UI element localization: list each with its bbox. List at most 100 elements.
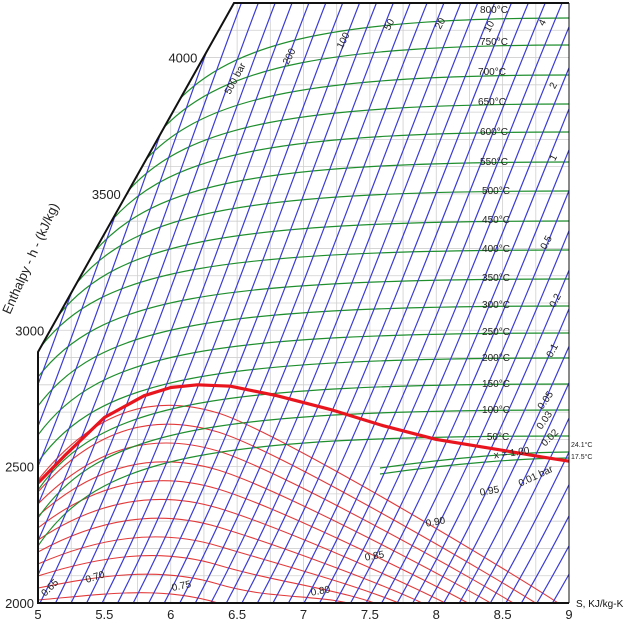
y-tick-label: 2500 bbox=[5, 460, 34, 475]
temperature-label: 150°C bbox=[482, 379, 510, 390]
quality-line bbox=[38, 536, 417, 603]
temperature-label: 750°C bbox=[480, 37, 508, 48]
y-tick-label: 2000 bbox=[5, 596, 34, 611]
frame-border bbox=[37, 2, 569, 604]
isobar-line bbox=[266, 3, 534, 603]
quality-line bbox=[38, 461, 505, 603]
temperature-label: 350°C bbox=[482, 273, 510, 284]
saturation-line bbox=[38, 383, 569, 485]
quality-line bbox=[38, 423, 549, 603]
y-tick-label: 4000 bbox=[168, 51, 197, 66]
temperature-label: 400°C bbox=[482, 244, 510, 255]
x-tick-label: 8 bbox=[433, 607, 440, 622]
pressure-label: 50 bbox=[382, 17, 397, 32]
isobar-line bbox=[359, 3, 569, 603]
temperature-label: 650°C bbox=[478, 97, 506, 108]
isotherm-line bbox=[111, 131, 569, 221]
temperature-label: 300°C bbox=[482, 300, 510, 311]
quality-label: 0.80 bbox=[310, 584, 332, 598]
isobar-line bbox=[65, 3, 314, 603]
isobar-line bbox=[189, 3, 449, 603]
isotherm-line bbox=[379, 451, 569, 469]
quality-line bbox=[38, 498, 461, 603]
isotherm-line bbox=[58, 220, 569, 316]
isotherm-line bbox=[180, 17, 569, 99]
isobar-line bbox=[173, 3, 432, 603]
pressure-label: 4 bbox=[537, 17, 550, 27]
isobar-line bbox=[142, 3, 398, 603]
x-tick-label: 5.5 bbox=[95, 607, 113, 622]
quality-label: 0.95 bbox=[479, 484, 501, 498]
x-tick-label: 9 bbox=[565, 607, 572, 622]
temperature-label: 100°C bbox=[482, 405, 510, 416]
isobar-line bbox=[313, 3, 569, 603]
isobar-line bbox=[282, 3, 550, 603]
quality-line bbox=[38, 573, 373, 603]
x-tick-label: 5 bbox=[34, 607, 41, 622]
isobar-line bbox=[437, 3, 569, 603]
isobar-line bbox=[390, 3, 569, 603]
quality-label: 0.90 bbox=[425, 515, 447, 529]
temperature-label: 50°C bbox=[487, 432, 509, 443]
isobar-line bbox=[49, 3, 297, 603]
isobar-line bbox=[483, 3, 569, 603]
pressure-label: 1 bbox=[548, 152, 561, 162]
isotherm-line bbox=[38, 278, 569, 378]
isobar-line bbox=[204, 3, 466, 603]
isobar-line bbox=[38, 3, 263, 603]
temperature-label: 450°C bbox=[482, 215, 510, 226]
isotherm-line bbox=[76, 190, 569, 284]
x-tick-label: 7.5 bbox=[361, 607, 379, 622]
quality-line bbox=[38, 517, 439, 603]
isobar-line bbox=[375, 3, 569, 603]
isotherm-line bbox=[93, 161, 569, 253]
series-label: x = 1.00 bbox=[493, 446, 530, 462]
temperature-label: 250°C bbox=[482, 327, 510, 338]
quality-line bbox=[38, 442, 527, 603]
pressure-label: 2 bbox=[548, 80, 561, 90]
isobar-line bbox=[514, 3, 569, 603]
isobar-line bbox=[220, 3, 483, 603]
isobar-line bbox=[344, 3, 569, 603]
quality-label: 0.85 bbox=[364, 549, 386, 563]
x-tick-label: 6 bbox=[167, 607, 174, 622]
temperature-label: 600°C bbox=[480, 127, 508, 138]
y-tick-label: 3000 bbox=[15, 323, 44, 338]
y-tick-label: 3500 bbox=[92, 187, 121, 202]
isotherm-line bbox=[145, 74, 569, 160]
isotherm-line bbox=[38, 383, 569, 491]
isobar-line bbox=[111, 3, 365, 603]
isobar-line bbox=[38, 3, 229, 603]
isobar-line bbox=[328, 3, 569, 603]
isobar-line bbox=[499, 3, 569, 603]
temperature-label: 700°C bbox=[478, 67, 506, 78]
quality-line bbox=[38, 404, 569, 603]
isobar-line bbox=[96, 3, 348, 603]
x-axis-title: S, KJ/kg-K bbox=[576, 599, 624, 610]
x-tick-label: 7 bbox=[300, 607, 307, 622]
side-temperature-label: 17.5°C bbox=[571, 453, 592, 461]
temperature-label: 500°C bbox=[482, 186, 510, 197]
chart-frame bbox=[37, 2, 570, 604]
isobar-line bbox=[251, 3, 517, 603]
pressure-label: 10 bbox=[482, 19, 497, 34]
isobar-line bbox=[297, 3, 567, 603]
isotherm-line bbox=[38, 332, 569, 436]
isobar-line bbox=[421, 3, 569, 603]
quality-line bbox=[38, 480, 483, 603]
isobar-line bbox=[38, 3, 246, 603]
side-temperature-label: 24.1°C bbox=[571, 441, 592, 449]
isobar-line bbox=[235, 3, 500, 603]
saturation-series bbox=[38, 383, 569, 485]
x-tick-label: 6.5 bbox=[228, 607, 246, 622]
x-tick-label: 8.5 bbox=[494, 607, 512, 622]
temperature-label: 800°C bbox=[480, 5, 508, 16]
isobar-line bbox=[127, 3, 381, 603]
isobar-line bbox=[468, 3, 569, 603]
isotherm-line bbox=[38, 305, 569, 407]
isotherm-line bbox=[38, 357, 569, 463]
pressure-label: 20 bbox=[433, 16, 448, 31]
isobar-line bbox=[158, 3, 415, 603]
isobar-line bbox=[452, 3, 569, 603]
